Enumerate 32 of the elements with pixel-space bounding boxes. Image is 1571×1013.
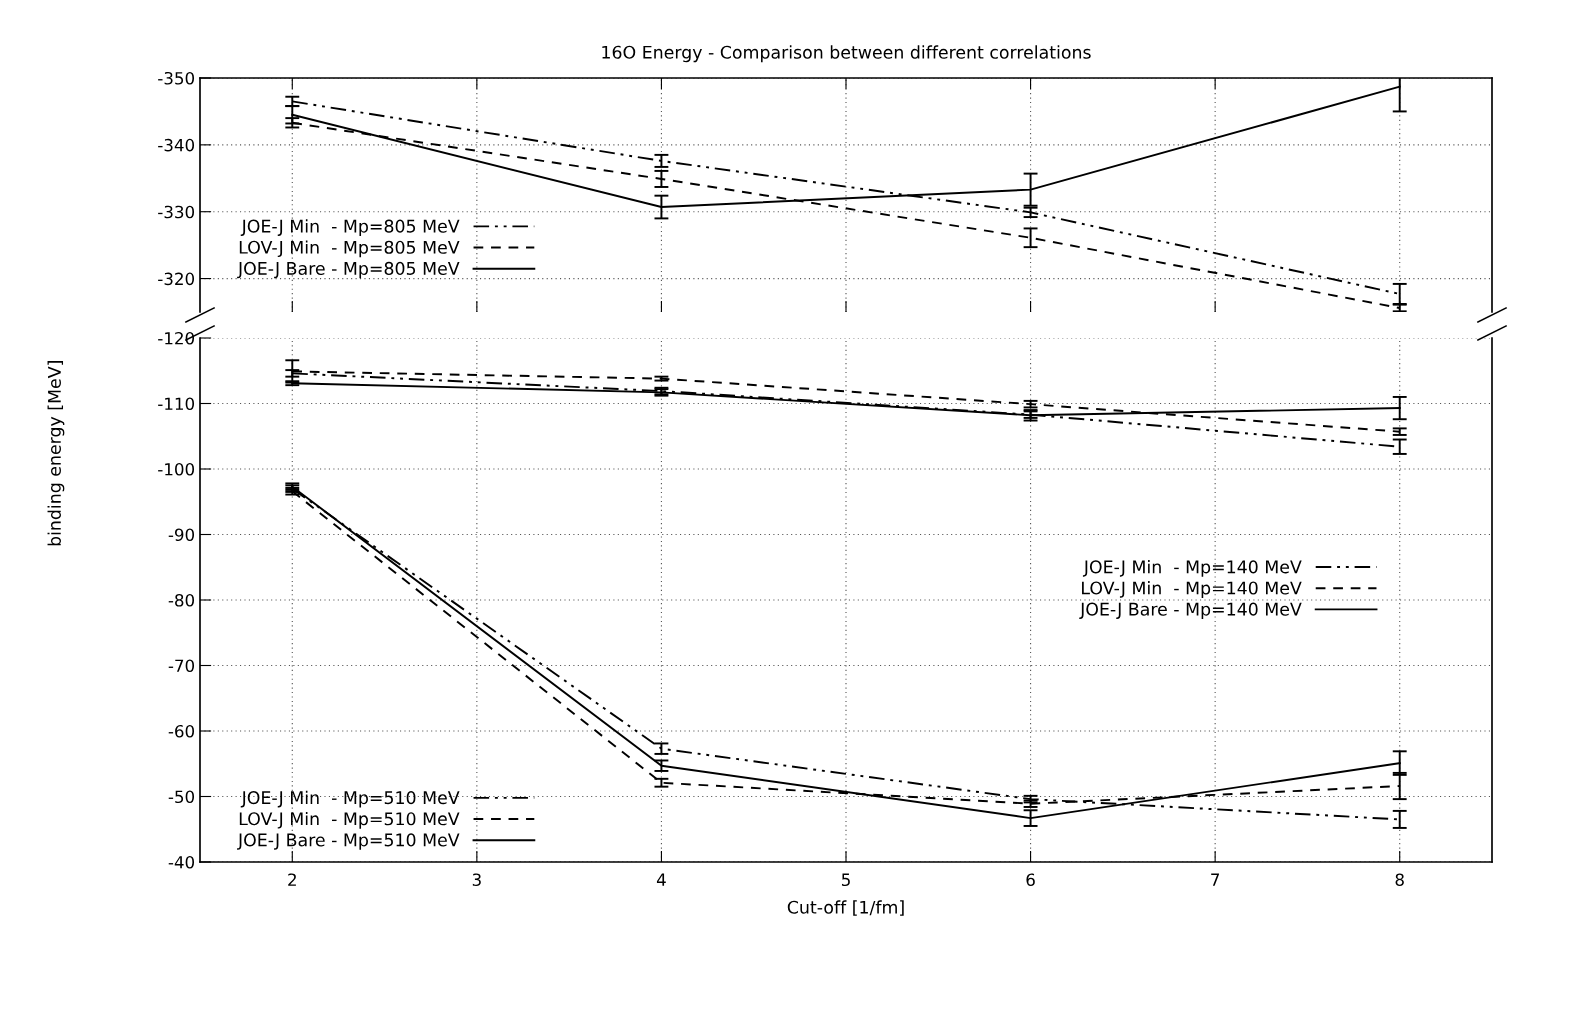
legend-label: LOV-J Min - Mp=140 MeV <box>1082 581 1302 598</box>
x-axis-title: Cut-off [1/fm] <box>787 900 904 916</box>
y-tick-label: -50 <box>168 790 195 804</box>
legend-label: JOE-J Bare - Mp=805 MeV <box>237 261 460 279</box>
x-tick-label: 8 <box>1395 873 1404 887</box>
y-tick-label: -100 <box>158 462 195 476</box>
y-tick-label: -90 <box>168 528 195 542</box>
x-tick-label: 4 <box>656 873 666 886</box>
legend-label: JOE-J Bare - Mp=140 MeV <box>1079 602 1302 620</box>
x-tick-label: 2 <box>288 873 296 886</box>
x-tick-label: 6 <box>1026 873 1035 887</box>
legend-label: LOV-J Min - Mp=805 MeV <box>239 240 460 258</box>
legend-label: JOE-J Bare - Mp=510 MeV <box>237 833 460 850</box>
y-tick-label: -350 <box>158 71 195 85</box>
y-tick-label: -110 <box>158 397 195 411</box>
x-tick-label: 3 <box>472 873 481 887</box>
y-axis-title: binding energy [MeV] <box>47 361 65 546</box>
y-tick-label: -330 <box>158 205 195 219</box>
legend-label: LOV-J Min - Mp=510 MeV <box>239 811 460 829</box>
chart-title: 16O Energy - Comparison between different correlations <box>602 45 1091 63</box>
y-tick-label: -60 <box>168 724 195 738</box>
y-tick-label: -40 <box>168 855 195 869</box>
legend-label: JOE-J Min - Mp=140 MeV <box>1082 559 1302 577</box>
x-tick-label: 5 <box>841 873 850 887</box>
y-tick-label: -70 <box>168 659 195 673</box>
x-tick-label: 7 <box>1211 873 1220 886</box>
y-tick-label: -80 <box>168 593 195 607</box>
legend-label: JOE-J Min - Mp=510 MeV <box>240 790 460 808</box>
y-tick-label: -120 <box>158 331 195 345</box>
y-tick-label: -340 <box>158 138 195 152</box>
legend-label: JOE-J Min - Mp=805 MeV <box>240 219 460 237</box>
y-tick-label: -320 <box>158 272 195 286</box>
